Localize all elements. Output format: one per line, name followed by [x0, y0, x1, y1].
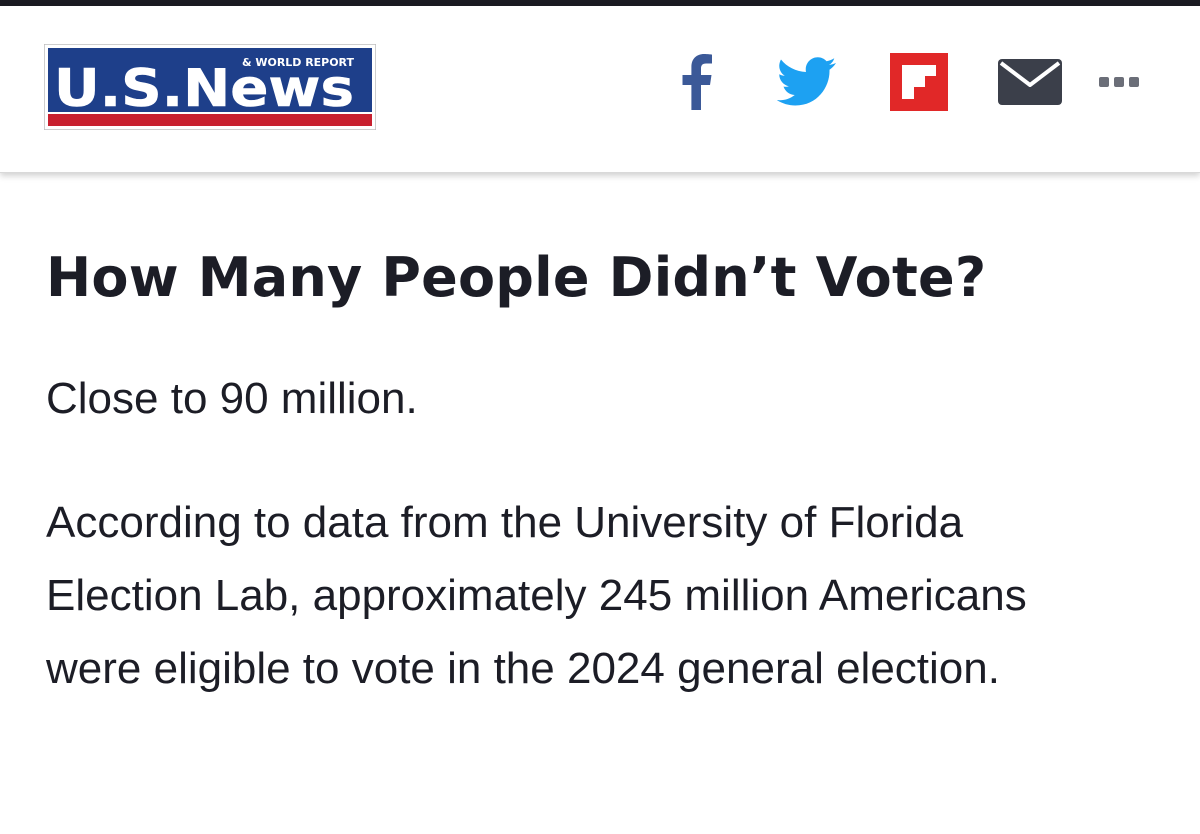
logo-main-text: U.S.News [54, 59, 354, 119]
article-paragraph-1: Close to 90 million. [46, 374, 418, 423]
flipboard-icon [890, 53, 948, 111]
flipboard-share-button[interactable] [887, 50, 951, 114]
more-share-button[interactable] [1086, 50, 1152, 114]
more-dots-icon [1099, 77, 1139, 87]
facebook-icon [682, 54, 712, 110]
twitter-share-button[interactable] [775, 50, 839, 114]
logo-sub-text: & WORLD REPORT [242, 56, 354, 69]
article-paragraph-2: According to data from the University of… [46, 498, 1027, 693]
us-news-logo[interactable]: U.S.News & WORLD REPORT [44, 44, 376, 130]
facebook-share-button[interactable] [664, 50, 728, 114]
twitter-bird-icon [777, 57, 836, 106]
site-header: U.S.News & WORLD REPORT [0, 6, 1200, 173]
top-border [0, 0, 1200, 6]
article-title: How Many People Didn’t Vote? [46, 246, 987, 309]
email-share-button[interactable] [998, 50, 1062, 114]
envelope-icon [998, 59, 1062, 105]
